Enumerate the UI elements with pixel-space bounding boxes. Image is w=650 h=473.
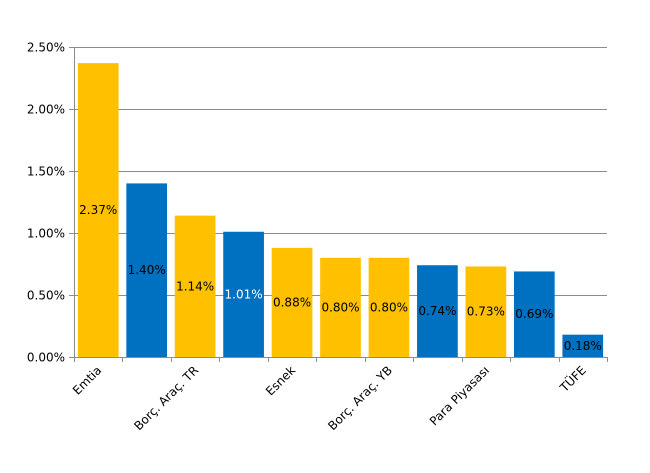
x-tick-label: Emtia bbox=[70, 363, 104, 397]
x-tick-label: TÜFE bbox=[555, 362, 589, 396]
bar bbox=[223, 231, 264, 357]
data-label: 0.73% bbox=[467, 305, 505, 319]
data-label: 2.37% bbox=[79, 203, 117, 217]
data-label: 0.74% bbox=[418, 304, 456, 318]
x-tick-label: Borç. Araç. YB bbox=[325, 363, 395, 433]
y-tick-label: 2.50% bbox=[27, 41, 65, 55]
x-tick-label: Para Piyasası bbox=[427, 363, 492, 428]
y-tick-label: 2.00% bbox=[27, 103, 65, 117]
data-labels-group: 2.37% 1.40% 1.14% 1.01% 0.88% 0.80% 0.80% 0.74%… bbox=[79, 203, 602, 353]
data-label: 0.18% bbox=[564, 339, 602, 353]
x-tick-label: Borç. Araç. TR bbox=[131, 363, 201, 433]
data-label: 0.69% bbox=[515, 307, 553, 321]
data-label: 1.14% bbox=[176, 279, 214, 293]
y-tick-label: 1.50% bbox=[27, 165, 65, 179]
x-tick-label: Esnek bbox=[263, 363, 298, 398]
bars-group bbox=[77, 63, 604, 358]
y-tick-label: 0.00% bbox=[27, 351, 65, 365]
bar bbox=[174, 215, 216, 357]
bar bbox=[126, 183, 168, 357]
bar bbox=[562, 334, 604, 357]
bar bbox=[271, 247, 313, 357]
data-label: 0.88% bbox=[273, 295, 311, 309]
y-tick-label: 0.50% bbox=[27, 289, 65, 303]
bar bbox=[77, 63, 119, 358]
data-label: 1.01% bbox=[225, 287, 263, 301]
data-label: 0.80% bbox=[321, 300, 359, 314]
bar bbox=[320, 257, 361, 357]
x-axis: Emtia Borç. Araç. TR Esnek Borç. Araç. YB Pa… bbox=[70, 357, 608, 433]
y-axis: 0.00% 0.50% 1.00% 1.50% 2.00% 2.50% bbox=[27, 41, 75, 365]
data-label: 1.40% bbox=[128, 263, 166, 277]
data-label: 0.80% bbox=[370, 300, 408, 314]
y-tick-label: 1.00% bbox=[27, 227, 65, 241]
bar bbox=[465, 266, 507, 357]
bar bbox=[417, 265, 458, 357]
bar bbox=[368, 257, 410, 357]
bar bbox=[513, 271, 555, 357]
